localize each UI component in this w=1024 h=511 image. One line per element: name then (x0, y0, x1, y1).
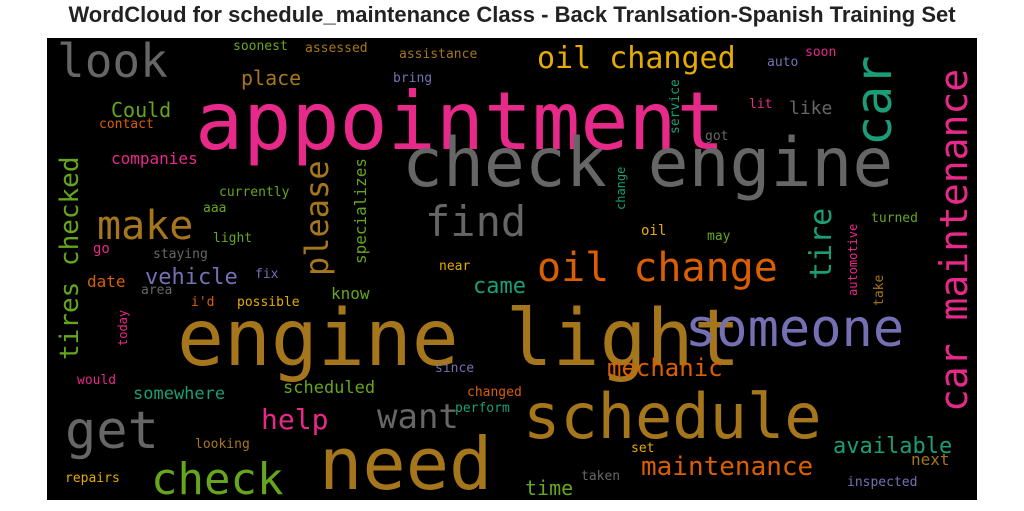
word-make: make (97, 203, 194, 249)
word-like: like (789, 98, 833, 119)
word-auto: auto (767, 55, 799, 70)
word-turned: turned (871, 211, 918, 226)
word-near: near (439, 259, 471, 274)
word-tires-checked: tires checked (55, 156, 85, 361)
word-i-d: i'd (191, 295, 215, 310)
word-need: need (319, 422, 493, 500)
word-perform: perform (455, 401, 510, 416)
word-want: want (377, 397, 459, 437)
word-oil-change: oil change (537, 245, 778, 291)
word-oil-changed: oil changed (537, 41, 736, 76)
word-assistance: assistance (399, 47, 478, 62)
word-mechanic: mechanic (607, 354, 723, 382)
word-may: may (707, 229, 731, 244)
word-automotive: automotive (846, 223, 860, 296)
word-companies: companies (111, 149, 198, 168)
word-since: since (435, 361, 475, 376)
word-date: date (87, 272, 126, 291)
word-light: light (213, 231, 253, 246)
word-set: set (631, 441, 655, 456)
word-currently: currently (219, 185, 290, 200)
word-tire: tire (804, 207, 839, 280)
word-appointment: appointment (195, 75, 725, 168)
word-inspected: inspected (847, 475, 918, 490)
word-got: got (705, 129, 729, 144)
word-looking: looking (195, 437, 250, 452)
word-repairs: repairs (65, 471, 120, 486)
word-available: available (833, 434, 953, 459)
word-please: please (298, 160, 336, 276)
word-cloud: appointment engine light check engine need s… (47, 38, 977, 500)
word-schedule: schedule (523, 380, 822, 453)
word-specializes: specializes (351, 158, 370, 264)
word-aaa: aaa (203, 201, 227, 216)
word-check-engine: check engine (402, 124, 894, 203)
word-contact: contact (99, 117, 154, 132)
word-oil: oil (641, 223, 667, 239)
word-help: help (261, 403, 329, 436)
word-time: time (525, 476, 574, 500)
word-would: would (77, 373, 117, 388)
word-place: place (241, 66, 302, 90)
word-get: get (65, 401, 159, 461)
word-possible: possible (237, 295, 300, 310)
word-someone: someone (685, 299, 905, 359)
word-next: next (911, 450, 950, 469)
word-today: today (116, 309, 130, 346)
word-maintenance: maintenance (641, 452, 814, 482)
word-service: service (668, 79, 683, 134)
chart-title: WordCloud for schedule_maintenance Class… (68, 2, 956, 27)
word-check: check (151, 454, 284, 501)
word-vehicle: vehicle (145, 265, 238, 290)
word-somewhere: somewhere (133, 384, 226, 404)
word-engine-light: engine light (177, 294, 741, 384)
word-car-maintenance: car maintenance (932, 68, 976, 412)
word-take: take (872, 274, 887, 306)
word-taken: taken (581, 469, 621, 484)
word-go: go (93, 241, 110, 257)
word-fix: fix (255, 267, 279, 282)
word-came: came (473, 274, 526, 299)
word-lit: lit (749, 97, 773, 112)
word-car: car (845, 55, 903, 146)
word-look: look (57, 38, 168, 88)
word-changed: changed (467, 385, 522, 400)
word-could: Could (111, 98, 172, 122)
word-staying: staying (153, 247, 208, 262)
word-soonest: soonest (233, 39, 288, 54)
word-assessed: assessed (305, 41, 368, 56)
word-know: know (331, 284, 370, 303)
word-soon: soon (805, 45, 837, 60)
word-find: find (425, 197, 527, 246)
word-bring: bring (393, 71, 433, 86)
word-area: area (141, 283, 173, 298)
word-change: change (614, 166, 628, 210)
word-scheduled: scheduled (283, 378, 376, 398)
